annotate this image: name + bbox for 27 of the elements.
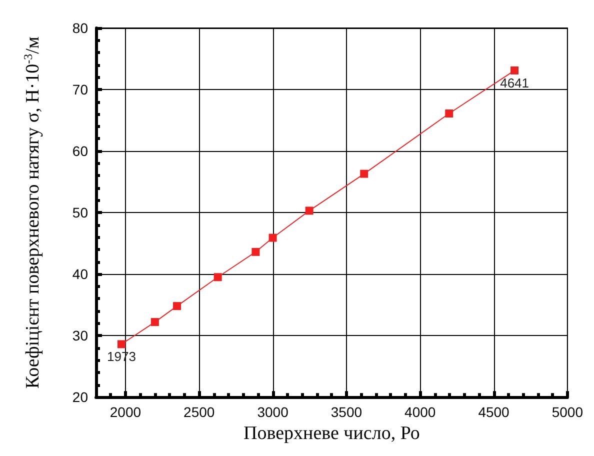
x-tick-label: 5000	[552, 404, 584, 420]
x-tick-label: 3000	[257, 404, 289, 420]
x-tick-label: 2000	[110, 404, 142, 420]
y-tick-label: 20	[72, 389, 88, 406]
point	[252, 248, 260, 256]
y-tick-label: 80	[72, 20, 88, 36]
annotation: 4641	[500, 75, 529, 90]
y-tick-label: 50	[72, 204, 88, 221]
x-axis-title: Поверхневе число, Ро	[244, 423, 420, 444]
y-tick-label: 30	[72, 328, 88, 344]
point	[360, 170, 368, 178]
point	[510, 66, 519, 74]
x-tick-label: 3500	[330, 404, 362, 420]
y-axis-title: Коефіцієнт поверхневого натягу σ, Н·10-3/м	[21, 36, 44, 389]
point	[268, 234, 277, 242]
x-tick-label: 2500	[184, 404, 215, 420]
x-tick-label: 4500	[478, 404, 510, 420]
point	[150, 318, 159, 326]
point	[214, 273, 222, 282]
point	[117, 340, 126, 348]
point	[305, 206, 314, 215]
x-tick-label: 4000	[404, 404, 436, 420]
y-tick-label: 40	[72, 266, 88, 282]
y-tick-label: 70	[72, 82, 88, 98]
y-tick-label: 60	[72, 143, 88, 160]
point	[173, 302, 182, 310]
point	[445, 110, 454, 118]
